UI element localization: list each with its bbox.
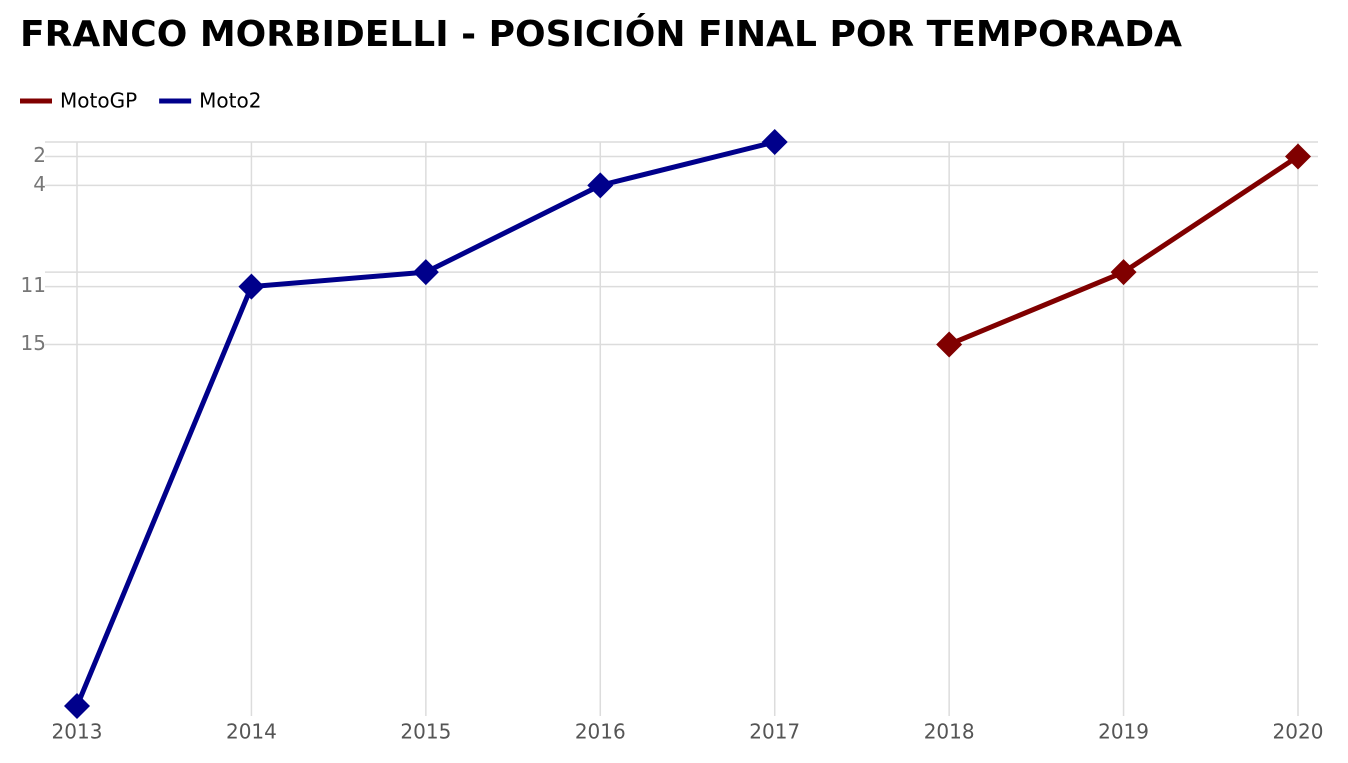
point-marker (936, 331, 963, 358)
x-tick-label: 2018 (924, 720, 975, 744)
x-tick-label: 2013 (52, 720, 103, 744)
x-tick-label: 2020 (1273, 720, 1324, 744)
x-tick-label: 2016 (575, 720, 626, 744)
point-marker (1110, 259, 1137, 286)
x-tick-label: 2017 (749, 720, 800, 744)
legend-label: Moto2 (199, 89, 261, 113)
point-marker (587, 172, 614, 199)
point-marker (64, 693, 90, 719)
y-tick-label: 11 (21, 273, 46, 297)
point-marker (412, 259, 439, 286)
point-marker (761, 129, 788, 155)
point-marker (1285, 143, 1311, 170)
x-tick-label: 2014 (226, 720, 277, 744)
x-tick-label: 2019 (1098, 720, 1149, 744)
y-tick-label: 15 (21, 331, 46, 355)
x-tick-label: 2015 (400, 720, 451, 744)
y-tick-label: 4 (33, 172, 46, 196)
chart-title: FRANCO MORBIDELLI - POSICIÓN FINAL POR T… (20, 13, 1182, 55)
legend-label: MotoGP (60, 89, 137, 113)
point-marker (238, 273, 265, 300)
y-tick-label: 2 (33, 143, 46, 167)
